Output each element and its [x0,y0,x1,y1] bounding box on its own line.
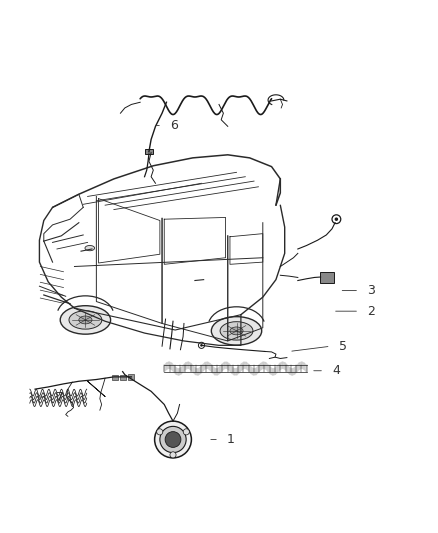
Polygon shape [198,367,201,375]
Polygon shape [297,363,299,372]
Polygon shape [254,368,256,375]
Polygon shape [205,362,208,369]
Polygon shape [179,368,181,375]
Circle shape [332,215,341,223]
Polygon shape [244,362,246,368]
Polygon shape [299,362,302,369]
Polygon shape [239,364,241,373]
Circle shape [165,432,181,447]
Polygon shape [227,362,230,370]
Polygon shape [232,367,234,375]
Polygon shape [196,368,198,375]
Polygon shape [268,365,270,374]
Polygon shape [251,367,254,375]
Circle shape [157,429,163,435]
Polygon shape [294,366,297,374]
Polygon shape [261,362,263,370]
Circle shape [183,429,189,435]
Polygon shape [174,366,177,374]
Ellipse shape [60,306,110,334]
FancyBboxPatch shape [320,272,334,282]
Polygon shape [217,367,220,375]
Polygon shape [280,362,283,369]
Circle shape [170,452,176,458]
FancyBboxPatch shape [120,375,126,380]
Polygon shape [225,362,227,368]
FancyBboxPatch shape [112,375,118,381]
Polygon shape [237,367,239,375]
Polygon shape [275,366,278,374]
Polygon shape [302,362,304,369]
Circle shape [198,342,205,349]
Circle shape [160,426,186,453]
Polygon shape [256,366,258,375]
Polygon shape [167,362,169,369]
Text: 1: 1 [227,433,235,446]
Polygon shape [193,366,196,375]
FancyBboxPatch shape [128,374,134,379]
Polygon shape [212,367,215,375]
Polygon shape [292,368,294,375]
Polygon shape [258,364,261,373]
Circle shape [335,217,338,221]
Polygon shape [304,363,307,372]
FancyBboxPatch shape [145,149,153,155]
Polygon shape [270,368,273,375]
Polygon shape [241,362,244,370]
Text: 3: 3 [367,284,375,297]
Ellipse shape [220,322,253,340]
Ellipse shape [69,311,102,329]
Ellipse shape [85,246,95,251]
Text: 7: 7 [56,391,64,403]
Polygon shape [203,362,205,371]
Polygon shape [290,368,292,375]
Polygon shape [285,363,287,372]
Ellipse shape [79,316,92,324]
Polygon shape [184,363,186,371]
Polygon shape [283,362,285,369]
Polygon shape [220,364,222,373]
Polygon shape [230,364,232,373]
Ellipse shape [230,327,243,335]
Circle shape [155,421,191,458]
Polygon shape [265,362,268,371]
Polygon shape [169,362,172,369]
Polygon shape [278,363,280,372]
Polygon shape [263,362,265,369]
Polygon shape [215,369,217,375]
Polygon shape [287,365,290,374]
Polygon shape [186,362,188,369]
Text: 5: 5 [339,340,346,353]
Polygon shape [208,362,210,370]
Text: 6: 6 [170,119,178,132]
Polygon shape [222,362,225,370]
Polygon shape [188,362,191,369]
Polygon shape [181,365,184,374]
Ellipse shape [211,317,262,345]
Text: 4: 4 [332,364,340,377]
Circle shape [200,344,203,346]
Polygon shape [172,363,174,372]
Polygon shape [273,368,275,375]
Polygon shape [177,368,179,375]
Text: 2: 2 [367,305,375,318]
Polygon shape [191,364,193,372]
Polygon shape [246,362,249,370]
Polygon shape [164,363,167,372]
Polygon shape [201,365,203,374]
Polygon shape [234,369,237,375]
Polygon shape [249,365,251,374]
Polygon shape [210,364,212,373]
